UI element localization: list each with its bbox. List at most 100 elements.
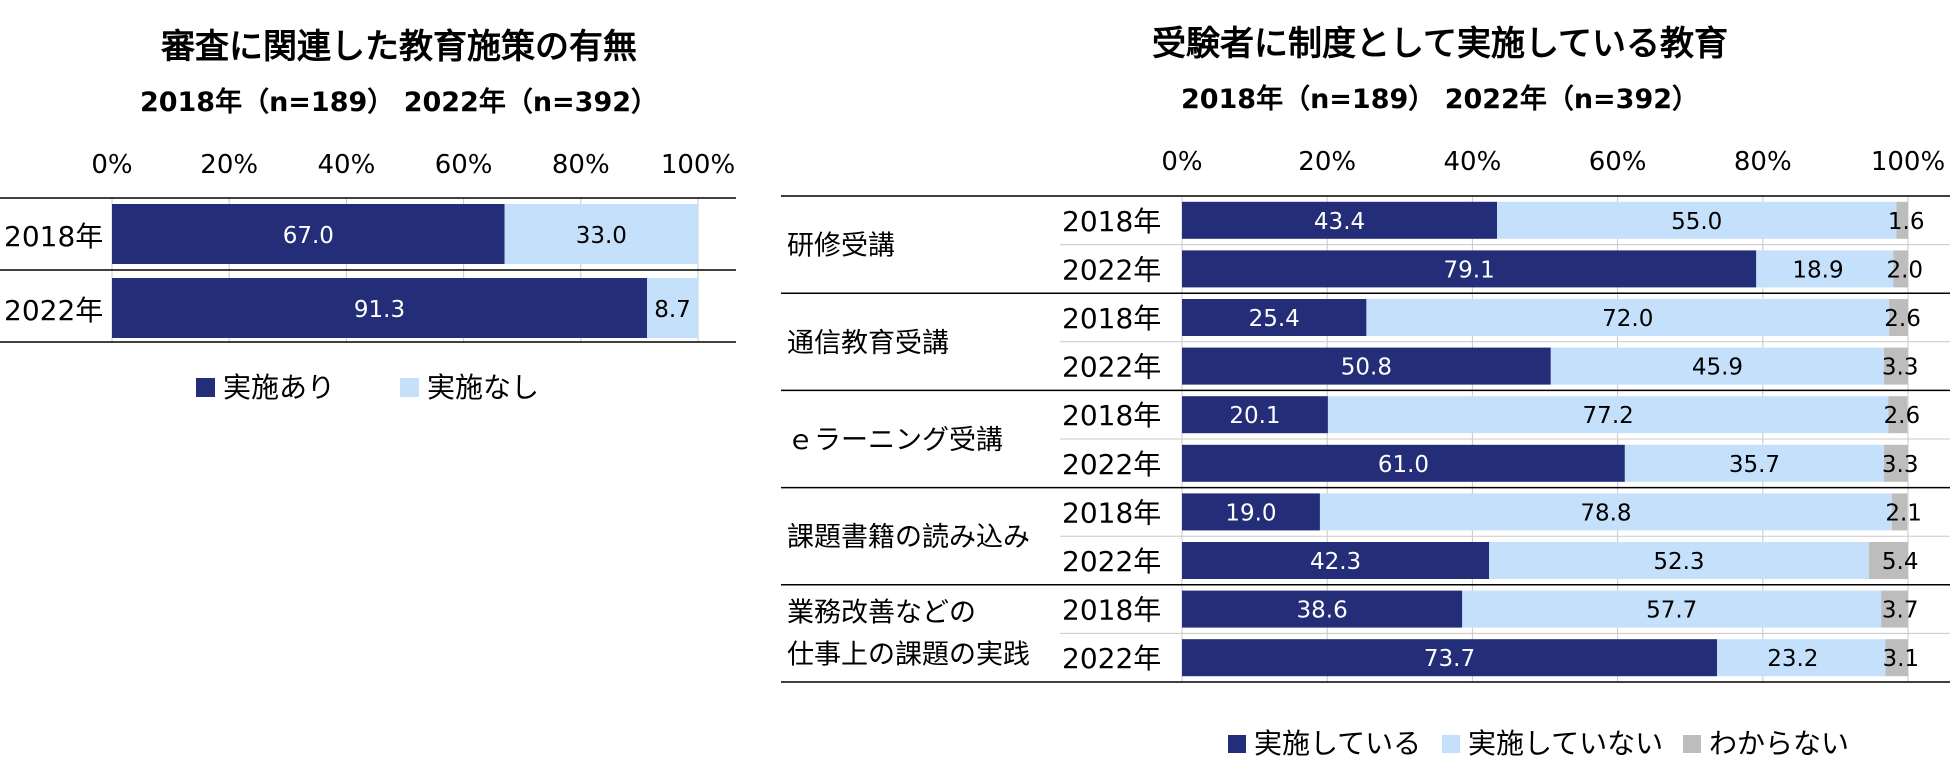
- chart2-data-label: 2.0: [1886, 257, 1923, 283]
- chart2-bar-segment: [1884, 347, 1908, 385]
- chart2-tick-labels: 0% 20% 40% 60% 80% 100%: [1161, 147, 1945, 177]
- chart2-bar-segment: [1497, 201, 1897, 239]
- chart2-data-label: 19.0: [1225, 500, 1276, 526]
- chart2-data-label: 20.1: [1229, 403, 1280, 429]
- chart2-bar-segment: [1182, 444, 1625, 482]
- chart2-bar-segment: [1182, 299, 1367, 336]
- chart1-bar-segment: [112, 204, 505, 264]
- chart-education-policy: 審査に関連した教育施策の有無 2018年（n=189） 2022年（n=392）…: [0, 27, 736, 404]
- chart1-tick-label: 60%: [435, 150, 493, 180]
- chart2-bar-segment: [1756, 250, 1894, 288]
- chart2-data-label: 5.4: [1882, 549, 1919, 575]
- chart1-data-label: 91.3: [354, 297, 405, 323]
- chart2-bar-segment: [1319, 493, 1893, 531]
- chart2-group-label: 通信教育受講: [787, 328, 949, 359]
- chart2-data-label: 1.6: [1888, 209, 1925, 235]
- chart2-bar-segment: [1868, 542, 1908, 579]
- chart1-tick-labels: 0% 20% 40% 60% 80% 100%: [91, 150, 735, 180]
- chart2-group-label: 仕事上の課題の実践: [787, 639, 1030, 670]
- chart2-data-label: 43.4: [1314, 209, 1365, 235]
- chart2-data-label: 2.1: [1885, 500, 1922, 526]
- chart1-legend-swatch: [196, 378, 215, 397]
- chart2-bar-segment: [1182, 493, 1320, 531]
- chart1-tick-label: 80%: [552, 150, 610, 180]
- chart2-year-label: 2022年: [1062, 448, 1161, 481]
- chart2-group-label: 業務改善などの: [787, 597, 976, 628]
- chart2-year-label: 2018年: [1062, 594, 1161, 627]
- chart2-data-label: 38.6: [1297, 598, 1348, 624]
- chart2-tick-label: 100%: [1871, 147, 1945, 177]
- chart2-legend-entry: 実施していない: [1468, 727, 1663, 760]
- chart2-bar-segment: [1893, 250, 1908, 288]
- chart2-data-label: 77.2: [1583, 403, 1634, 429]
- chart2-bar-segment: [1717, 639, 1886, 677]
- chart1-tick-label: 20%: [200, 150, 258, 180]
- chart2-data-label: 52.3: [1653, 549, 1704, 575]
- chart2-bar-segment: [1182, 201, 1498, 239]
- chart1-bars: 67.0 33.0 91.3 8.7: [112, 204, 698, 338]
- chart1-bar-segment: [504, 204, 698, 264]
- chart1-subtitle: 2018年（n=189） 2022年（n=392）: [140, 86, 658, 118]
- chart1-data-label: 8.7: [654, 297, 691, 323]
- chart2-legend-entry: わからない: [1709, 727, 1849, 760]
- chart2-year-label: 2018年: [1062, 302, 1161, 335]
- chart2-legend-entry: 実施している: [1254, 727, 1421, 760]
- chart2-data-label: 78.8: [1580, 500, 1631, 526]
- chart2-tick-label: 60%: [1589, 147, 1647, 177]
- chart2-data-label: 73.7: [1424, 646, 1475, 672]
- chart2-bar-segment: [1366, 299, 1890, 336]
- chart2-subtitle: 2018年（n=189） 2022年（n=392）: [1181, 83, 1699, 115]
- chart2-data-label: 23.2: [1767, 646, 1818, 672]
- chart2-bar-segment: [1885, 639, 1908, 677]
- chart1-legend-entry: 実施なし: [427, 371, 539, 404]
- chart2-bar-segment: [1884, 444, 1908, 482]
- chart2-data-label: 42.3: [1310, 549, 1361, 575]
- chart2-title: 受験者に制度として実施している教育: [1152, 24, 1728, 64]
- chart2-bar-segment: [1327, 396, 1889, 434]
- chart1-data-label: 67.0: [283, 223, 334, 249]
- chart2-data-label: 2.6: [1884, 306, 1921, 332]
- chart2-group-label: ｅラーニング受講: [787, 425, 1003, 456]
- chart2-data-label: 2.6: [1884, 403, 1921, 429]
- chart2-bar-segment: [1889, 299, 1908, 336]
- chart1-legend: 実施あり 実施なし: [196, 371, 539, 404]
- chart2-bar-segment: [1182, 590, 1463, 628]
- chart1-data-label: 33.0: [576, 223, 627, 249]
- chart1-category-label: 2022年: [4, 294, 103, 327]
- chart2-tick-label: 40%: [1444, 147, 1502, 177]
- chart2-legend: 実施している 実施していない わからない: [1228, 727, 1849, 760]
- chart2-bar-segment: [1462, 590, 1882, 628]
- chart2-group-label: 研修受講: [787, 231, 895, 262]
- chart2-data-label: 45.9: [1692, 355, 1743, 381]
- chart2-year-label: 2018年: [1062, 496, 1161, 529]
- chart2-year-label: 2018年: [1062, 399, 1161, 432]
- chart1-category-labels: 2018年 2022年: [4, 220, 103, 327]
- chart2-bar-segment: [1489, 542, 1869, 579]
- chart2-data-label: 61.0: [1378, 452, 1429, 478]
- chart2-tick-label: 20%: [1298, 147, 1356, 177]
- chart2-bar-segment: [1881, 590, 1908, 628]
- chart2-bars: 43.4 55.0 1.6 79.1 18.9 2.0 25.4 72.0 2.6 50.8 45.…: [1182, 201, 1925, 677]
- chart2-tick-label: 0%: [1161, 147, 1202, 177]
- chart2-data-label: 3.3: [1882, 452, 1919, 478]
- chart2-year-label: 2022年: [1062, 642, 1161, 675]
- chart2-category-labels: 研修受講 2018年 2022年 通信教育受講 2018年 2022年 ｅラーニング受講 20…: [787, 205, 1161, 675]
- chart2-data-label: 55.0: [1671, 209, 1722, 235]
- chart1-tick-label: 100%: [661, 150, 735, 180]
- chart2-year-label: 2022年: [1062, 545, 1161, 578]
- chart2-bar-segment: [1896, 201, 1908, 239]
- chart2-bar-segment: [1888, 396, 1908, 434]
- chart1-tick-label: 40%: [318, 150, 376, 180]
- chart1-legend-swatch: [400, 378, 419, 397]
- chart1-legend-entry: 実施あり: [223, 371, 335, 404]
- chart2-data-label: 25.4: [1249, 306, 1300, 332]
- chart2-data-label: 57.7: [1646, 598, 1697, 624]
- chart2-data-label: 3.3: [1882, 355, 1919, 381]
- chart2-year-label: 2022年: [1062, 351, 1161, 384]
- chart1-category-label: 2018年: [4, 220, 103, 253]
- chart1-bar-segment: [112, 278, 648, 338]
- chart2-legend-swatch: [1228, 735, 1246, 753]
- chart2-legend-swatch: [1683, 735, 1701, 753]
- chart-education-provided: 受験者に制度として実施している教育 2018年（n=189） 2022年（n=3…: [781, 24, 1950, 760]
